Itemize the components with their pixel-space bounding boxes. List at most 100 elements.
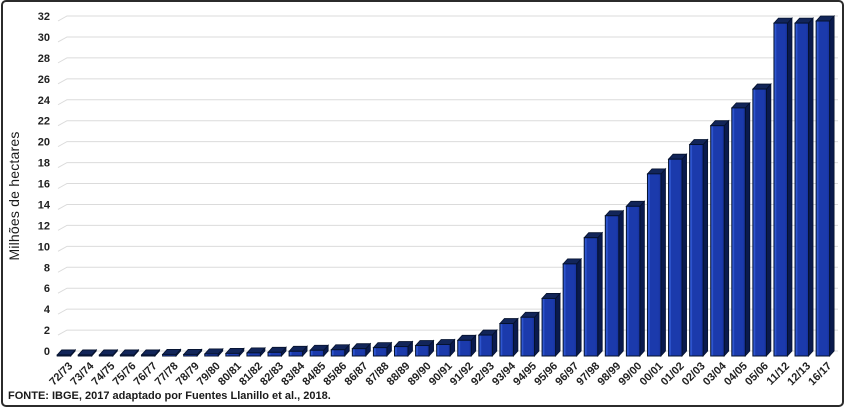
- x-axis-label: 05/06: [743, 360, 771, 388]
- bar-front-face: [457, 339, 472, 357]
- bar: [625, 200, 646, 358]
- bar-front-face: [541, 297, 557, 357]
- x-axis-label: 89/90: [406, 360, 434, 388]
- bar: [562, 257, 583, 358]
- bar: [477, 329, 498, 358]
- gridline: [57, 162, 838, 168]
- x-axis-label: 97/98: [574, 360, 602, 388]
- x-axis-label: 90/91: [427, 360, 455, 388]
- bar-front-face: [562, 263, 578, 357]
- bar-front-face: [330, 349, 346, 357]
- bar-front-face: [731, 107, 746, 357]
- bar-front-face: [309, 349, 325, 357]
- x-axis-label: 77/78: [153, 360, 181, 388]
- x-axis-label: 82/83: [258, 360, 286, 388]
- x-axis-label: 78/79: [174, 360, 202, 388]
- x-axis-label: 91/92: [448, 360, 476, 388]
- bar: [288, 345, 308, 358]
- bar-front-face: [415, 345, 430, 357]
- bar: [267, 346, 287, 358]
- bar-front-face: [604, 215, 620, 357]
- bar-front-face: [56, 354, 72, 357]
- bar-side-face: [660, 167, 666, 358]
- gridline: [57, 224, 838, 231]
- y-axis-tick-label: 2: [44, 325, 50, 337]
- bar-front-face: [141, 354, 156, 357]
- bar: [688, 138, 709, 358]
- y-axis-tick-label: 16: [38, 179, 50, 191]
- bar-side-face: [597, 231, 603, 358]
- bar: [140, 348, 161, 358]
- bar: [372, 341, 393, 358]
- bar: [773, 17, 793, 358]
- y-axis-tick-label: 28: [38, 53, 50, 65]
- bar: [224, 347, 245, 358]
- bar-front-face: [583, 237, 599, 357]
- bar-side-face: [702, 138, 709, 358]
- bar-side-face: [513, 317, 519, 358]
- bar-front-face: [204, 353, 219, 357]
- gridline: [57, 245, 838, 252]
- x-axis-label: 85/86: [321, 360, 349, 388]
- bar-front-face: [668, 158, 683, 357]
- gridline: [57, 78, 838, 85]
- bar: [182, 348, 203, 358]
- bar-side-face: [744, 101, 751, 358]
- bar-front-face: [351, 348, 367, 357]
- bar: [56, 348, 77, 358]
- bar-front-face: [119, 354, 135, 357]
- bar-front-face: [183, 353, 198, 357]
- bar-side-face: [808, 17, 814, 358]
- x-axis-label: 12/13: [785, 360, 813, 388]
- bar-side-face: [576, 257, 582, 358]
- bar: [77, 348, 98, 358]
- bar-side-face: [765, 83, 772, 358]
- x-axis-label: 02/03: [680, 360, 708, 388]
- gridline: [57, 120, 838, 127]
- bar: [751, 83, 772, 358]
- x-axis-label: 79/80: [195, 360, 223, 388]
- bar: [541, 292, 561, 358]
- gridline: [57, 57, 838, 64]
- bar: [161, 348, 182, 358]
- x-axis-label: 16/17: [806, 360, 834, 388]
- bar-front-face: [98, 354, 114, 357]
- x-axis-label: 74/75: [90, 360, 118, 388]
- y-axis-tick-label: 6: [44, 283, 50, 295]
- x-axis-label: 92/93: [469, 360, 497, 388]
- x-axis-label: 76/77: [132, 360, 160, 388]
- bar-front-face: [752, 88, 767, 357]
- x-axis-label: 94/95: [511, 360, 539, 388]
- y-axis-title: Milhões de hectares: [6, 131, 22, 261]
- bar-front-face: [794, 22, 810, 357]
- bar-side-face: [555, 292, 561, 358]
- x-axis-label: 75/76: [111, 360, 139, 388]
- bar-side-face: [618, 209, 624, 358]
- bar: [604, 209, 625, 358]
- bar: [393, 340, 414, 358]
- bar: [499, 317, 519, 358]
- x-axis-label: 95/96: [532, 360, 560, 388]
- bar: [520, 311, 540, 358]
- bar-side-face: [639, 200, 645, 358]
- bar: [435, 338, 456, 358]
- y-axis-tick-label: 30: [38, 32, 50, 44]
- y-axis-tick-label: 26: [38, 74, 50, 86]
- bar-front-face: [646, 173, 662, 357]
- bar-front-face: [267, 351, 283, 357]
- bar: [583, 231, 604, 358]
- y-axis-tick-label: 20: [38, 137, 50, 149]
- bar-front-face: [520, 316, 535, 357]
- y-axis-tick-label: 18: [38, 158, 50, 170]
- gridline: [57, 183, 838, 189]
- x-axis-label: 84/85: [300, 360, 328, 388]
- gridline: [57, 99, 838, 106]
- x-axis-label: 00/01: [638, 360, 666, 388]
- bar: [794, 17, 814, 358]
- gridline: [57, 141, 838, 148]
- bar: [414, 339, 435, 358]
- bar-side-face: [829, 14, 835, 358]
- bar-front-face: [689, 144, 704, 357]
